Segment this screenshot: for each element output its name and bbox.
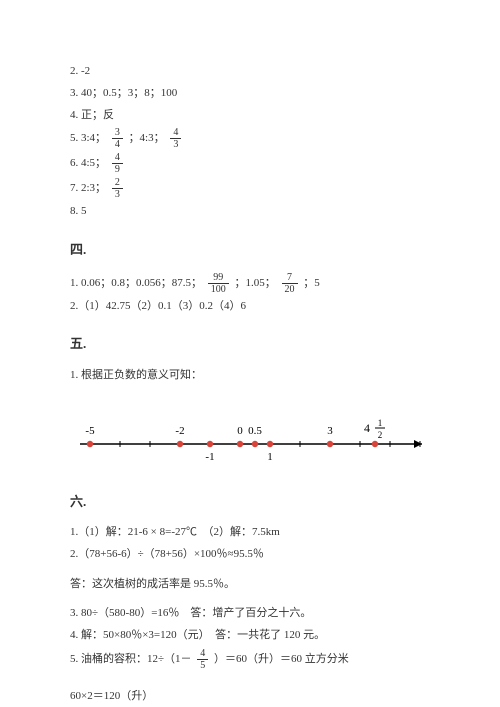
- fraction: 7 20: [282, 272, 298, 295]
- section-6-heading: 六.: [70, 490, 430, 513]
- denominator: 5: [197, 660, 208, 671]
- answer-8: 8. 5: [70, 202, 430, 222]
- text: ；5: [303, 277, 320, 289]
- s6-line-4: 3. 80÷（580-80）=16％ 答：增产了百分之十六。: [70, 604, 430, 624]
- answer-7: 7. 2:3； 2 3: [70, 177, 430, 200]
- denominator: 20: [282, 284, 298, 295]
- numerator: 99: [208, 272, 229, 284]
- denominator: 3: [170, 139, 181, 150]
- answer-6: 6. 4:5； 4 9: [70, 152, 430, 175]
- answer-3: 3. 40；0.5；3；8；100: [70, 84, 430, 104]
- svg-text:1: 1: [378, 418, 383, 428]
- s6-line-2: 2.（78+56-6）÷（78+56）×100％≈95.5％: [70, 545, 430, 565]
- answer-5: 5. 3:4； 3 4 ；4:3； 4 3: [70, 127, 430, 150]
- text: ）＝60（升）＝60 立方分米: [214, 653, 349, 665]
- fraction: 99 100: [208, 272, 229, 295]
- denominator: 4: [112, 139, 123, 150]
- answer-4: 4. 正；反: [70, 106, 430, 126]
- numerator: 4: [170, 127, 181, 139]
- text: 1. 0.06；0.8；0.056；87.5；: [70, 277, 202, 289]
- s6-line-5: 4. 解：50×80％×3=120（元） 答：一共花了 120 元。: [70, 626, 430, 646]
- svg-text:1: 1: [267, 451, 273, 463]
- svg-text:2: 2: [378, 430, 383, 440]
- s4-line-2: 2.（1）42.75（2）0.1（3）0.2（4）6: [70, 297, 430, 317]
- denominator: 3: [112, 189, 123, 200]
- fraction: 3 4: [112, 127, 123, 150]
- s6-line-6: 5. 油桶的容积：12÷（1－ 4 5 ）＝60（升）＝60 立方分米: [70, 648, 430, 671]
- numerator: 7: [282, 272, 298, 284]
- text: ；4:3；: [129, 132, 165, 144]
- svg-text:-2: -2: [175, 425, 184, 437]
- section-4-heading: 四.: [70, 238, 430, 261]
- numerator: 2: [112, 177, 123, 189]
- answer-2: 2. -2: [70, 62, 430, 82]
- s6-line-3: 答：这次植树的成活率是 95.5％。: [70, 575, 430, 595]
- numerator: 3: [112, 127, 123, 139]
- svg-text:0.5: 0.5: [248, 425, 262, 437]
- text: ；1.05；: [235, 277, 276, 289]
- s6-line-1: 1.（1）解：21-6 × 8=-27℃ （2）解：7.5km: [70, 523, 430, 543]
- svg-text:3: 3: [327, 425, 333, 437]
- s6-line-7: 60×2＝120（升）: [70, 687, 430, 707]
- section-5-heading: 五.: [70, 332, 430, 355]
- svg-text:4: 4: [364, 421, 370, 435]
- number-line-svg: -5-2-100.513412: [70, 404, 430, 474]
- fraction: 4 9: [112, 152, 123, 175]
- s5-line-1: 1. 根据正负数的意义可知：: [70, 366, 430, 386]
- text: 6. 4:5；: [70, 157, 106, 169]
- svg-text:-1: -1: [205, 451, 214, 463]
- text: 7. 2:3；: [70, 182, 106, 194]
- fraction: 4 3: [170, 127, 181, 150]
- s4-line-1: 1. 0.06；0.8；0.056；87.5； 99 100 ；1.05； 7 …: [70, 272, 430, 295]
- svg-text:-5: -5: [85, 425, 95, 437]
- fraction: 2 3: [112, 177, 123, 200]
- text: 5. 油桶的容积：12÷（1－: [70, 653, 192, 665]
- svg-text:0: 0: [237, 425, 243, 437]
- numerator: 4: [197, 648, 208, 660]
- text: 5. 3:4；: [70, 132, 106, 144]
- denominator: 100: [208, 284, 229, 295]
- denominator: 9: [112, 164, 123, 175]
- numerator: 4: [112, 152, 123, 164]
- fraction: 4 5: [197, 648, 208, 671]
- number-line: -5-2-100.513412: [70, 404, 430, 474]
